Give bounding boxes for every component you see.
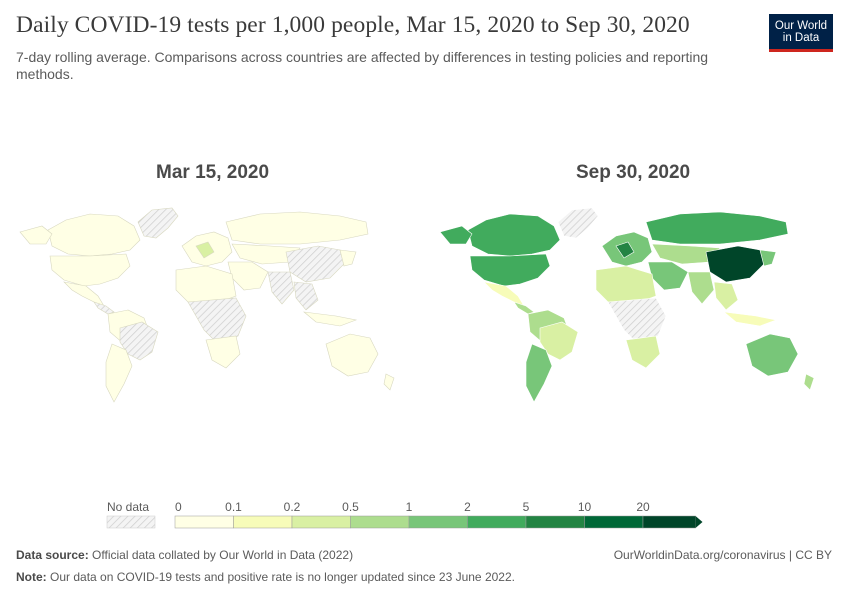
legend-arrow (695, 516, 703, 528)
country-russia-r[interactable] (645, 211, 789, 245)
region-central-america-r[interactable] (513, 301, 535, 315)
region-europe-high-r[interactable] (615, 241, 635, 259)
footer-source: Data source: Official data collated by O… (16, 548, 353, 562)
country-mexico[interactable] (63, 281, 105, 307)
region-southern-africa[interactable] (205, 335, 241, 369)
region-north-africa-r[interactable] (595, 265, 657, 305)
legend-bin-8[interactable] (642, 515, 696, 529)
region-canada[interactable] (47, 213, 141, 257)
legend-bin-1[interactable] (233, 515, 293, 529)
map-label-sep-30: Sep 30, 2020 (576, 162, 691, 183)
country-alaska-r[interactable] (439, 225, 473, 245)
legend-bin-5[interactable] (467, 515, 527, 529)
country-alaska[interactable] (19, 225, 53, 245)
legend-no-data-label: No data (107, 500, 149, 514)
region-canada-r[interactable] (467, 213, 561, 257)
footer-url[interactable]: OurWorldinData.org/coronavirus | CC BY (613, 548, 832, 562)
country-brazil-r[interactable] (539, 321, 579, 361)
legend-tick-0: 0 (175, 500, 182, 514)
country-usa-r[interactable] (469, 253, 551, 287)
chart-subtitle: 7-day rolling average. Comparisons acros… (16, 49, 709, 82)
country-australia-r[interactable] (745, 333, 799, 377)
country-mexico-r[interactable] (483, 281, 525, 307)
chart-title: Daily COVID-19 tests per 1,000 people, M… (16, 12, 690, 38)
country-india[interactable] (267, 271, 295, 305)
world-maps (19, 207, 815, 403)
country-greenland[interactable] (137, 207, 179, 239)
country-usa[interactable] (49, 253, 131, 287)
legend-bin-0[interactable] (174, 515, 234, 529)
region-east-asia[interactable] (339, 249, 357, 267)
legend-bins: 0 0.1 0.2 0.5 1 2 5 10 20 (174, 500, 703, 529)
country-brazil[interactable] (119, 321, 159, 361)
legend-tick-8: 20 (636, 500, 650, 514)
legend-tick-1: 0.1 (225, 500, 242, 514)
region-central-america[interactable] (93, 301, 115, 315)
country-new-zealand[interactable] (383, 373, 395, 391)
country-australia[interactable] (325, 333, 379, 377)
country-india-r[interactable] (687, 271, 715, 305)
footer-source-text: Official data collated by Our World in D… (92, 548, 354, 562)
region-southern-africa-r[interactable] (625, 335, 661, 369)
region-africa-central[interactable] (187, 297, 247, 345)
region-south-america-south[interactable] (105, 343, 133, 403)
legend-bin-4[interactable] (408, 515, 468, 529)
region-east-asia-r[interactable] (759, 249, 777, 267)
map-mar-15-2020 (19, 207, 395, 403)
logo-line-2: in Data (782, 31, 820, 44)
region-indonesia-r[interactable] (723, 311, 778, 327)
region-south-america-south-r[interactable] (525, 343, 553, 403)
region-southeast-asia-r[interactable] (713, 281, 739, 311)
legend-bin-2[interactable] (291, 515, 351, 529)
legend-no-data-swatch[interactable] (106, 515, 156, 529)
legend-tick-4: 1 (406, 500, 413, 514)
legend-bin-3[interactable] (350, 515, 410, 529)
country-china-r[interactable] (705, 245, 765, 283)
footer-note: Note: Our data on COVID-19 tests and pos… (16, 570, 515, 584)
footer-note-text: Our data on COVID-19 tests and positive … (50, 570, 515, 584)
owid-logo[interactable]: Our World in Data (769, 14, 833, 52)
country-china[interactable] (285, 245, 345, 283)
region-indonesia[interactable] (303, 311, 358, 327)
map-sep-30-2020 (439, 207, 815, 403)
legend-bin-6[interactable] (525, 515, 585, 529)
legend-tick-5: 2 (464, 500, 471, 514)
country-russia[interactable] (225, 211, 369, 245)
color-legend: No data 0 0.1 0.2 0.5 1 2 5 10 20 (106, 500, 703, 529)
region-africa-central-r[interactable] (607, 297, 667, 345)
legend-bin-7[interactable] (584, 515, 644, 529)
country-new-zealand-r[interactable] (803, 373, 815, 391)
map-label-mar-15: Mar 15, 2020 (156, 162, 270, 183)
footer-note-label: Note: (16, 570, 47, 584)
country-greenland-r[interactable] (557, 207, 599, 239)
logo-line-1: Our World (774, 19, 828, 32)
legend-tick-6: 5 (523, 500, 530, 514)
legend-tick-2: 0.2 (284, 500, 301, 514)
region-europe-high[interactable] (195, 241, 215, 259)
footer-source-label: Data source: (16, 548, 89, 562)
legend-tick-3: 0.5 (342, 500, 359, 514)
region-north-africa[interactable] (175, 265, 237, 305)
legend-tick-7: 10 (578, 500, 592, 514)
region-southeast-asia[interactable] (293, 281, 319, 311)
